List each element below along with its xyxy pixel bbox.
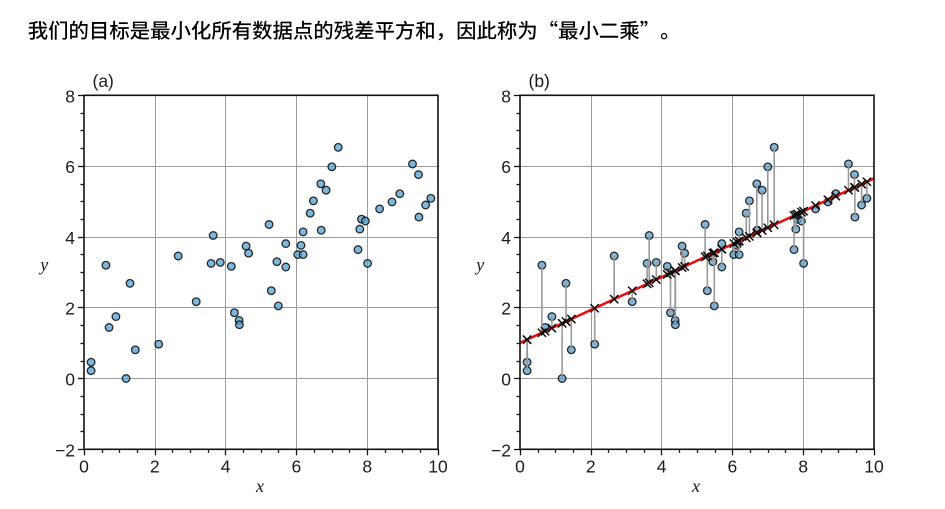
- svg-text:8: 8: [501, 86, 511, 106]
- svg-text:2: 2: [586, 456, 596, 476]
- svg-text:10: 10: [428, 456, 448, 476]
- svg-text:6: 6: [728, 456, 738, 476]
- svg-text:2: 2: [150, 456, 160, 476]
- svg-text:6: 6: [501, 157, 511, 177]
- svg-text:4: 4: [657, 456, 667, 476]
- svg-text:y: y: [474, 254, 484, 274]
- svg-text:4: 4: [65, 228, 75, 248]
- svg-text:2: 2: [501, 299, 511, 319]
- svg-text:6: 6: [65, 157, 75, 177]
- svg-text:(b): (b): [529, 71, 550, 91]
- svg-text:2: 2: [65, 299, 75, 319]
- svg-text:8: 8: [798, 456, 808, 476]
- svg-text:4: 4: [221, 456, 231, 476]
- svg-text:10: 10: [864, 456, 884, 476]
- svg-text:8: 8: [65, 86, 75, 106]
- svg-text:x: x: [691, 476, 700, 496]
- svg-text:y: y: [38, 254, 48, 274]
- svg-text:x: x: [255, 476, 264, 496]
- svg-text:−2: −2: [491, 440, 511, 460]
- svg-text:0: 0: [501, 370, 511, 390]
- svg-text:0: 0: [515, 456, 525, 476]
- svg-text:−2: −2: [55, 440, 75, 460]
- svg-text:0: 0: [79, 456, 89, 476]
- svg-text:(a): (a): [93, 71, 114, 91]
- svg-text:8: 8: [362, 456, 372, 476]
- svg-text:4: 4: [501, 228, 511, 248]
- svg-text:6: 6: [292, 456, 302, 476]
- svg-text:0: 0: [65, 370, 75, 390]
